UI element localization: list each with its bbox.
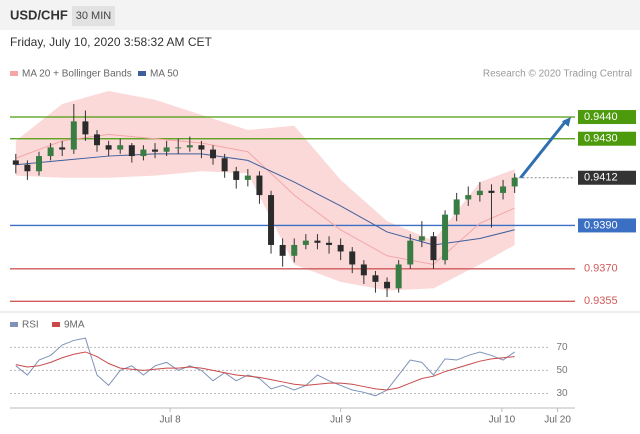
candle-body: [488, 190, 495, 193]
x-tick-label: Jul 9: [330, 415, 352, 426]
candle-body: [465, 195, 472, 200]
legend-label: MA 20 + Bollinger Bands: [22, 69, 132, 80]
legend-swatch: [52, 322, 60, 327]
bollinger-band: [15, 91, 515, 291]
x-tick-label: Jul 8: [160, 415, 182, 426]
ma20-line: [15, 133, 515, 266]
level-label-box: [578, 218, 636, 233]
credit: Research © 2020 Trading Central: [483, 69, 632, 80]
legend-swatch: [10, 322, 18, 327]
interval: 30 MIN: [76, 10, 112, 22]
legend-label: RSI: [22, 320, 39, 331]
candle-body: [256, 175, 263, 196]
candle-body: [384, 281, 391, 289]
candle-body: [128, 145, 135, 157]
candle-body: [186, 145, 193, 148]
ma50-line: [15, 153, 515, 246]
forecast-arrow: [519, 121, 567, 179]
legend-swatch: [138, 71, 146, 76]
candle-body: [175, 147, 182, 149]
level-label: 0.9370: [584, 263, 618, 275]
candle-body: [221, 158, 228, 172]
candle-body: [82, 121, 89, 135]
candle-body: [395, 264, 402, 289]
candle-body: [500, 186, 507, 193]
level-label-box: [578, 110, 636, 125]
level-label: 0.9440: [584, 111, 618, 123]
y-tick-label: 70: [556, 342, 568, 353]
forecast-arrowhead: [561, 117, 571, 127]
level-label: 0.9355: [584, 295, 618, 307]
rsi-line: [15, 351, 515, 391]
level-label-box: [578, 170, 636, 185]
y-tick-label: 30: [556, 388, 568, 399]
candle-body: [36, 156, 43, 172]
candle-body: [12, 160, 19, 165]
candle-body: [453, 199, 460, 215]
candle-body: [291, 244, 298, 256]
candle-body: [94, 134, 101, 146]
legend-swatch: [10, 71, 18, 76]
candle-body: [163, 147, 170, 152]
x-tick-label: Jul 20: [544, 415, 571, 426]
y-tick-label: 50: [556, 365, 568, 376]
candle-body: [418, 236, 425, 241]
interval-box: [72, 6, 115, 26]
level-label: 0.9412: [584, 172, 618, 184]
timestamp: Friday, July 10, 2020 3:58:32 AM CET: [10, 35, 213, 49]
level-label-box: [578, 131, 636, 146]
level-label: 0.9390: [584, 219, 618, 231]
candle-body: [430, 236, 437, 261]
candle-body: [47, 147, 54, 157]
candle-body: [442, 214, 449, 261]
candle-body: [105, 145, 112, 150]
candle-body: [349, 251, 356, 265]
candle-body: [268, 195, 275, 245]
candle-body: [279, 244, 286, 256]
legend-label: MA 50: [150, 69, 179, 80]
candle-body: [337, 244, 344, 252]
candle-body: [314, 240, 321, 243]
candle-body: [140, 149, 147, 157]
candle-body: [233, 171, 240, 180]
legend-label: 9MA: [64, 320, 85, 331]
candle-body: [24, 164, 31, 172]
candle-body: [244, 175, 251, 180]
candle-body: [210, 149, 217, 159]
candle-body: [511, 177, 518, 187]
candle-body: [476, 190, 483, 196]
candle-body: [407, 240, 414, 265]
candle-body: [302, 240, 309, 245]
candle-body: [326, 242, 333, 245]
rsi-line: [15, 337, 515, 397]
x-tick-label: Jul 10: [489, 415, 516, 426]
candle-body: [198, 145, 205, 150]
level-label: 0.9430: [584, 133, 618, 145]
candle-body: [360, 264, 367, 276]
candle-body: [117, 145, 124, 150]
candle-body: [152, 149, 159, 152]
symbol: USD/CHF: [10, 7, 68, 22]
candle-body: [59, 147, 66, 150]
candle-body: [70, 121, 77, 150]
candle-body: [372, 275, 379, 282]
